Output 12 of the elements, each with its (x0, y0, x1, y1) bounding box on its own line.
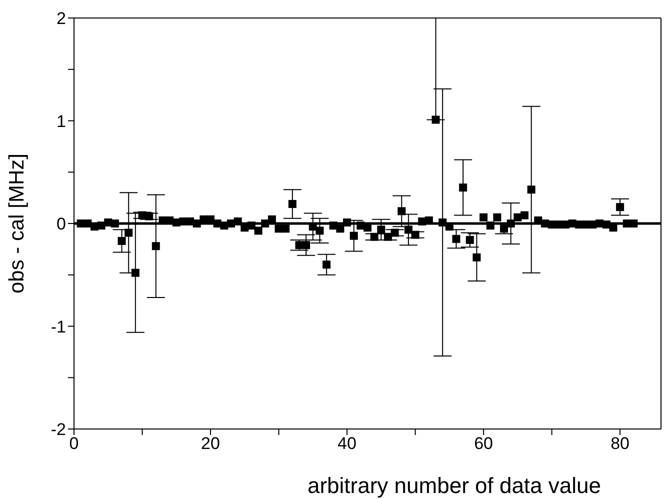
y-tick-label: -2 (50, 420, 66, 440)
y-tick-label: 0 (56, 214, 66, 234)
y-tick-label: 1 (56, 112, 66, 131)
x-tick-label: 60 (474, 434, 493, 454)
x-tick-label: 80 (610, 434, 630, 454)
y-axis-title: obs - cal [MHz] (5, 153, 28, 294)
y-tick-label: 2 (56, 9, 66, 28)
x-tick-label: 0 (69, 434, 79, 454)
x-axis-title: arbitrary number of data value (308, 473, 601, 498)
x-tick-label: 20 (201, 434, 220, 454)
x-tick-label: 40 (338, 434, 356, 454)
y-tick-label: -1 (50, 317, 66, 336)
